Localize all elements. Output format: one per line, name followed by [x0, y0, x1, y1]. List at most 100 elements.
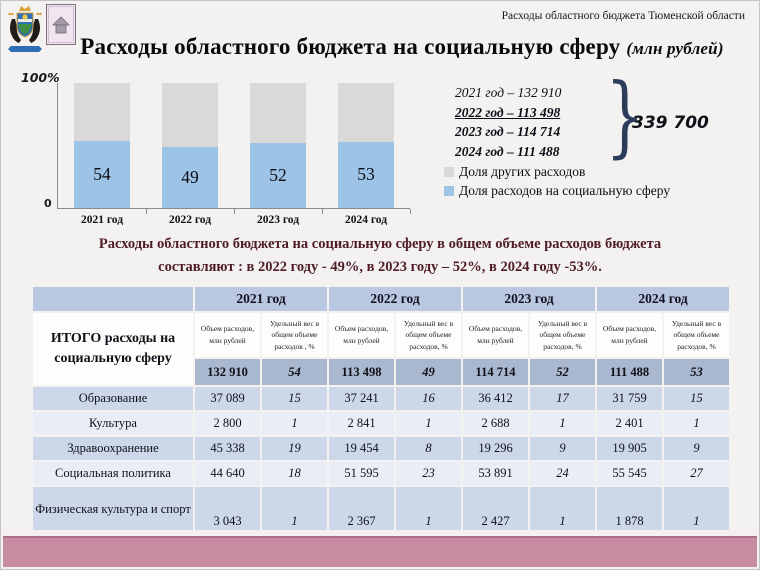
bar-value-label: 49: [181, 166, 199, 187]
data-cell: 2 401: [597, 412, 662, 435]
page-title: Расходы областного бюджета на социальную…: [51, 34, 753, 60]
column-subheader: Удельный вес в общем объеме расходов, %: [530, 313, 595, 357]
category-label: Социальная политика: [33, 462, 193, 485]
year-header: 2024 год: [597, 287, 729, 311]
category-label: Физическая культура и спорт: [33, 487, 193, 532]
x-axis-label: 2021 год: [80, 214, 124, 226]
total-cell: 132 910: [195, 359, 260, 385]
axis-tick: [322, 209, 323, 214]
data-cell: 1: [530, 487, 595, 532]
x-axis-label: 2024 год: [344, 214, 388, 226]
crown: [19, 6, 31, 11]
data-cell: 23: [396, 462, 461, 485]
data-cell: 1 878: [597, 487, 662, 532]
home-button[interactable]: [46, 4, 76, 45]
data-cell: 15: [664, 387, 729, 410]
home-icon: [52, 15, 70, 33]
summary-line-1: Расходы областного бюджета на социальную…: [98, 236, 662, 252]
data-cell: 19: [262, 437, 327, 460]
bar-segment-other: [162, 83, 218, 147]
year-header: 2022 год: [329, 287, 461, 311]
axis-tick: [234, 209, 235, 214]
data-cell: 2 841: [329, 412, 394, 435]
budget-table: 2021 год 2022 год 2023 год 2024 год ИТОГО ра…: [31, 285, 731, 534]
data-cell: 19 296: [463, 437, 528, 460]
legend-swatch: [444, 185, 454, 196]
category-label: Здравоохранение: [33, 437, 193, 460]
data-cell: 1: [262, 487, 327, 532]
bar-value-label: 53: [357, 164, 375, 185]
table-row: Культура 2 800 1 2 841 1 2 688 1 2 401 1: [33, 412, 729, 435]
data-cell: 1: [664, 412, 729, 435]
data-cell: 15: [262, 387, 327, 410]
data-cell: 2 688: [463, 412, 528, 435]
y-axis-min-label: 0: [44, 197, 52, 210]
data-cell: 18: [262, 462, 327, 485]
ribbon: [11, 46, 39, 52]
total-cell: 54: [262, 359, 327, 385]
column-subheader: Объем расходов, млн рублей: [463, 313, 528, 357]
data-cell: 53 891: [463, 462, 528, 485]
chart-slot: 49 2022 год: [146, 83, 235, 226]
data-cell: 19 454: [329, 437, 394, 460]
stacked-bar: 49: [162, 83, 218, 208]
year-total-line: 2024 год – 111 488: [455, 143, 560, 159]
title-text: Расходы областного бюджета на социальную…: [80, 34, 621, 59]
table-total-row: 132 910 54 113 498 49 114 714 52 111 488 53: [33, 359, 729, 385]
bar-segment-other: [250, 83, 306, 143]
data-cell: 55 545: [597, 462, 662, 485]
bar-segment-social: 53: [338, 141, 394, 208]
column-subheader: Объем расходов, млн рублей: [195, 313, 260, 357]
chart-slot: 54 2021 год: [58, 83, 147, 226]
table-row: Образование 37 089 15 37 241 16 36 412 17 31 75…: [33, 387, 729, 410]
total-cell: 53: [664, 359, 729, 385]
footer-bar: [3, 536, 757, 567]
data-cell: 9: [664, 437, 729, 460]
data-cell: 27: [664, 462, 729, 485]
bar-segment-other: [338, 83, 394, 142]
x-axis-label: 2023 год: [256, 214, 300, 226]
total-cell: 111 488: [597, 359, 662, 385]
data-cell: 37 089: [195, 387, 260, 410]
column-subheader: Удельный вес в общем объеме расходов, %: [664, 313, 729, 357]
table-corner-cell: [33, 287, 193, 311]
sun: [22, 14, 28, 20]
stacked-bar-chart: 54 2021 год 49 2022 год 52 2023 год 53 2024 год: [57, 83, 411, 226]
grand-total: 339 700: [632, 113, 709, 133]
data-cell: 2 800: [195, 412, 260, 435]
data-cell: 17: [530, 387, 595, 410]
category-label: Образование: [33, 387, 193, 410]
header-caption: Расходы областного бюджета Тюменской обл…: [501, 10, 745, 22]
axis-tick: [410, 209, 411, 214]
stacked-bar: 54: [74, 83, 130, 208]
bar-segment-social: 52: [250, 143, 306, 208]
y-axis-max-label: 100%: [21, 70, 60, 85]
right-sable: [29, 19, 40, 43]
summary-paragraph: Расходы областного бюджета на социальную…: [26, 233, 734, 279]
legend-label: Доля расходов на социальную сферу: [459, 182, 671, 198]
chart-slot: 53 2024 год: [322, 83, 411, 226]
data-cell: 44 640: [195, 462, 260, 485]
legend-swatch: [444, 166, 454, 177]
total-cell: 49: [396, 359, 461, 385]
legend-label: Доля других расходов: [459, 163, 586, 179]
data-cell: 24: [530, 462, 595, 485]
bar-value-label: 52: [269, 165, 287, 185]
data-cell: 51 595: [329, 462, 394, 485]
data-cell: 45 338: [195, 437, 260, 460]
data-cell: 31 759: [597, 387, 662, 410]
legend-item: Доля расходов на социальную сферу: [444, 181, 670, 200]
bar-value-label: 54: [93, 163, 111, 184]
data-cell: 2 427: [463, 487, 528, 532]
year-total-line: 2021 год – 132 910: [455, 85, 562, 100]
total-cell: 113 498: [329, 359, 394, 385]
bar-segment-social: 54: [74, 140, 130, 208]
data-cell: 1: [262, 412, 327, 435]
bar-segment-social: 49: [162, 146, 218, 208]
footer-strip: [3, 530, 757, 536]
year-header: 2023 год: [463, 287, 595, 311]
year-header: 2021 год: [195, 287, 327, 311]
column-subheader: Удельный вес в общем объеме расходов , %: [262, 313, 327, 357]
data-cell: 37 241: [329, 387, 394, 410]
